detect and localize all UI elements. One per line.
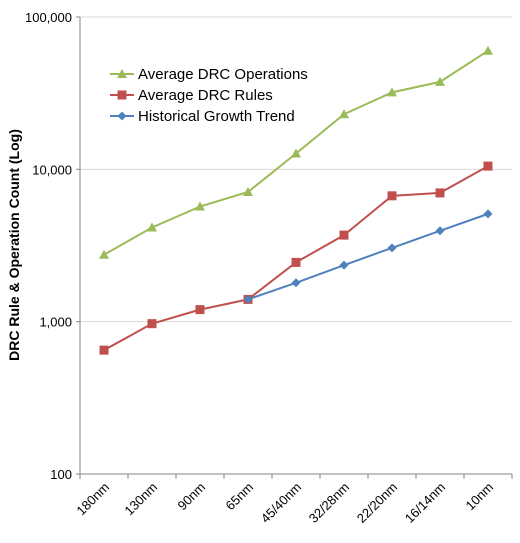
data-point — [483, 209, 493, 219]
data-point — [99, 249, 109, 259]
y-tick-label: 1,000 — [39, 315, 72, 330]
x-tick-label: 130nm — [121, 480, 160, 519]
data-point — [387, 243, 397, 253]
legend-label: Average DRC Operations — [138, 66, 308, 83]
data-point — [339, 230, 349, 240]
data-point — [483, 161, 493, 171]
y-tick-labels: 100 1,000 10,000 100,000 — [25, 10, 72, 482]
y-tick-label: 100 — [50, 467, 72, 482]
y-tick-label: 10,000 — [32, 162, 72, 177]
x-tick-label: 22/20nm — [354, 480, 400, 526]
data-point — [435, 188, 445, 198]
x-tick-label: 90nm — [175, 480, 209, 514]
series-diamond — [243, 209, 493, 304]
data-point — [387, 191, 397, 201]
data-point — [435, 226, 445, 236]
data-point — [195, 201, 205, 211]
x-tick-labels: 180nm 130nm 90nm 65nm 45/40nm 32/28nm 22/20nm 1… — [73, 480, 496, 526]
series-lines — [99, 45, 493, 355]
data-point — [291, 257, 301, 267]
y-tick-label: 100,000 — [25, 10, 72, 25]
legend-entry: Average DRC Operations — [110, 66, 308, 83]
legend-entry: Historical Growth Trend — [110, 108, 295, 125]
series-triangle — [99, 45, 493, 259]
x-tick-label: 65nm — [223, 480, 257, 514]
data-point — [435, 76, 445, 86]
legend-label: Average DRC Rules — [138, 87, 273, 104]
legend-entry: Average DRC Rules — [110, 87, 273, 104]
x-tick-label: 32/28nm — [306, 480, 352, 526]
axes — [76, 16, 513, 479]
legend-label: Historical Growth Trend — [138, 108, 295, 125]
x-tick-label: 10nm — [463, 480, 497, 514]
data-point — [243, 186, 253, 196]
legend-marker — [117, 90, 127, 100]
data-point — [387, 87, 397, 97]
data-point — [291, 148, 301, 158]
x-tick-label: 180nm — [73, 480, 112, 519]
data-point — [243, 294, 253, 304]
legend-marker — [117, 69, 127, 78]
data-point — [291, 278, 301, 288]
legend: Average DRC Operations Average DRC Rules H… — [110, 66, 308, 125]
data-point — [339, 260, 349, 270]
data-point — [147, 222, 157, 232]
series-square — [99, 161, 493, 355]
x-tick-label: 16/14nm — [402, 480, 448, 526]
data-point — [147, 319, 157, 329]
data-point — [195, 305, 205, 315]
data-point — [483, 45, 493, 55]
gridlines — [80, 16, 512, 323]
data-point — [99, 345, 109, 355]
x-tick-label: 45/40nm — [258, 480, 304, 526]
legend-marker — [117, 111, 127, 121]
series-line — [247, 212, 489, 301]
y-axis-label: DRC Rule & Operation Count (Log) — [6, 129, 22, 361]
data-point — [339, 109, 349, 119]
